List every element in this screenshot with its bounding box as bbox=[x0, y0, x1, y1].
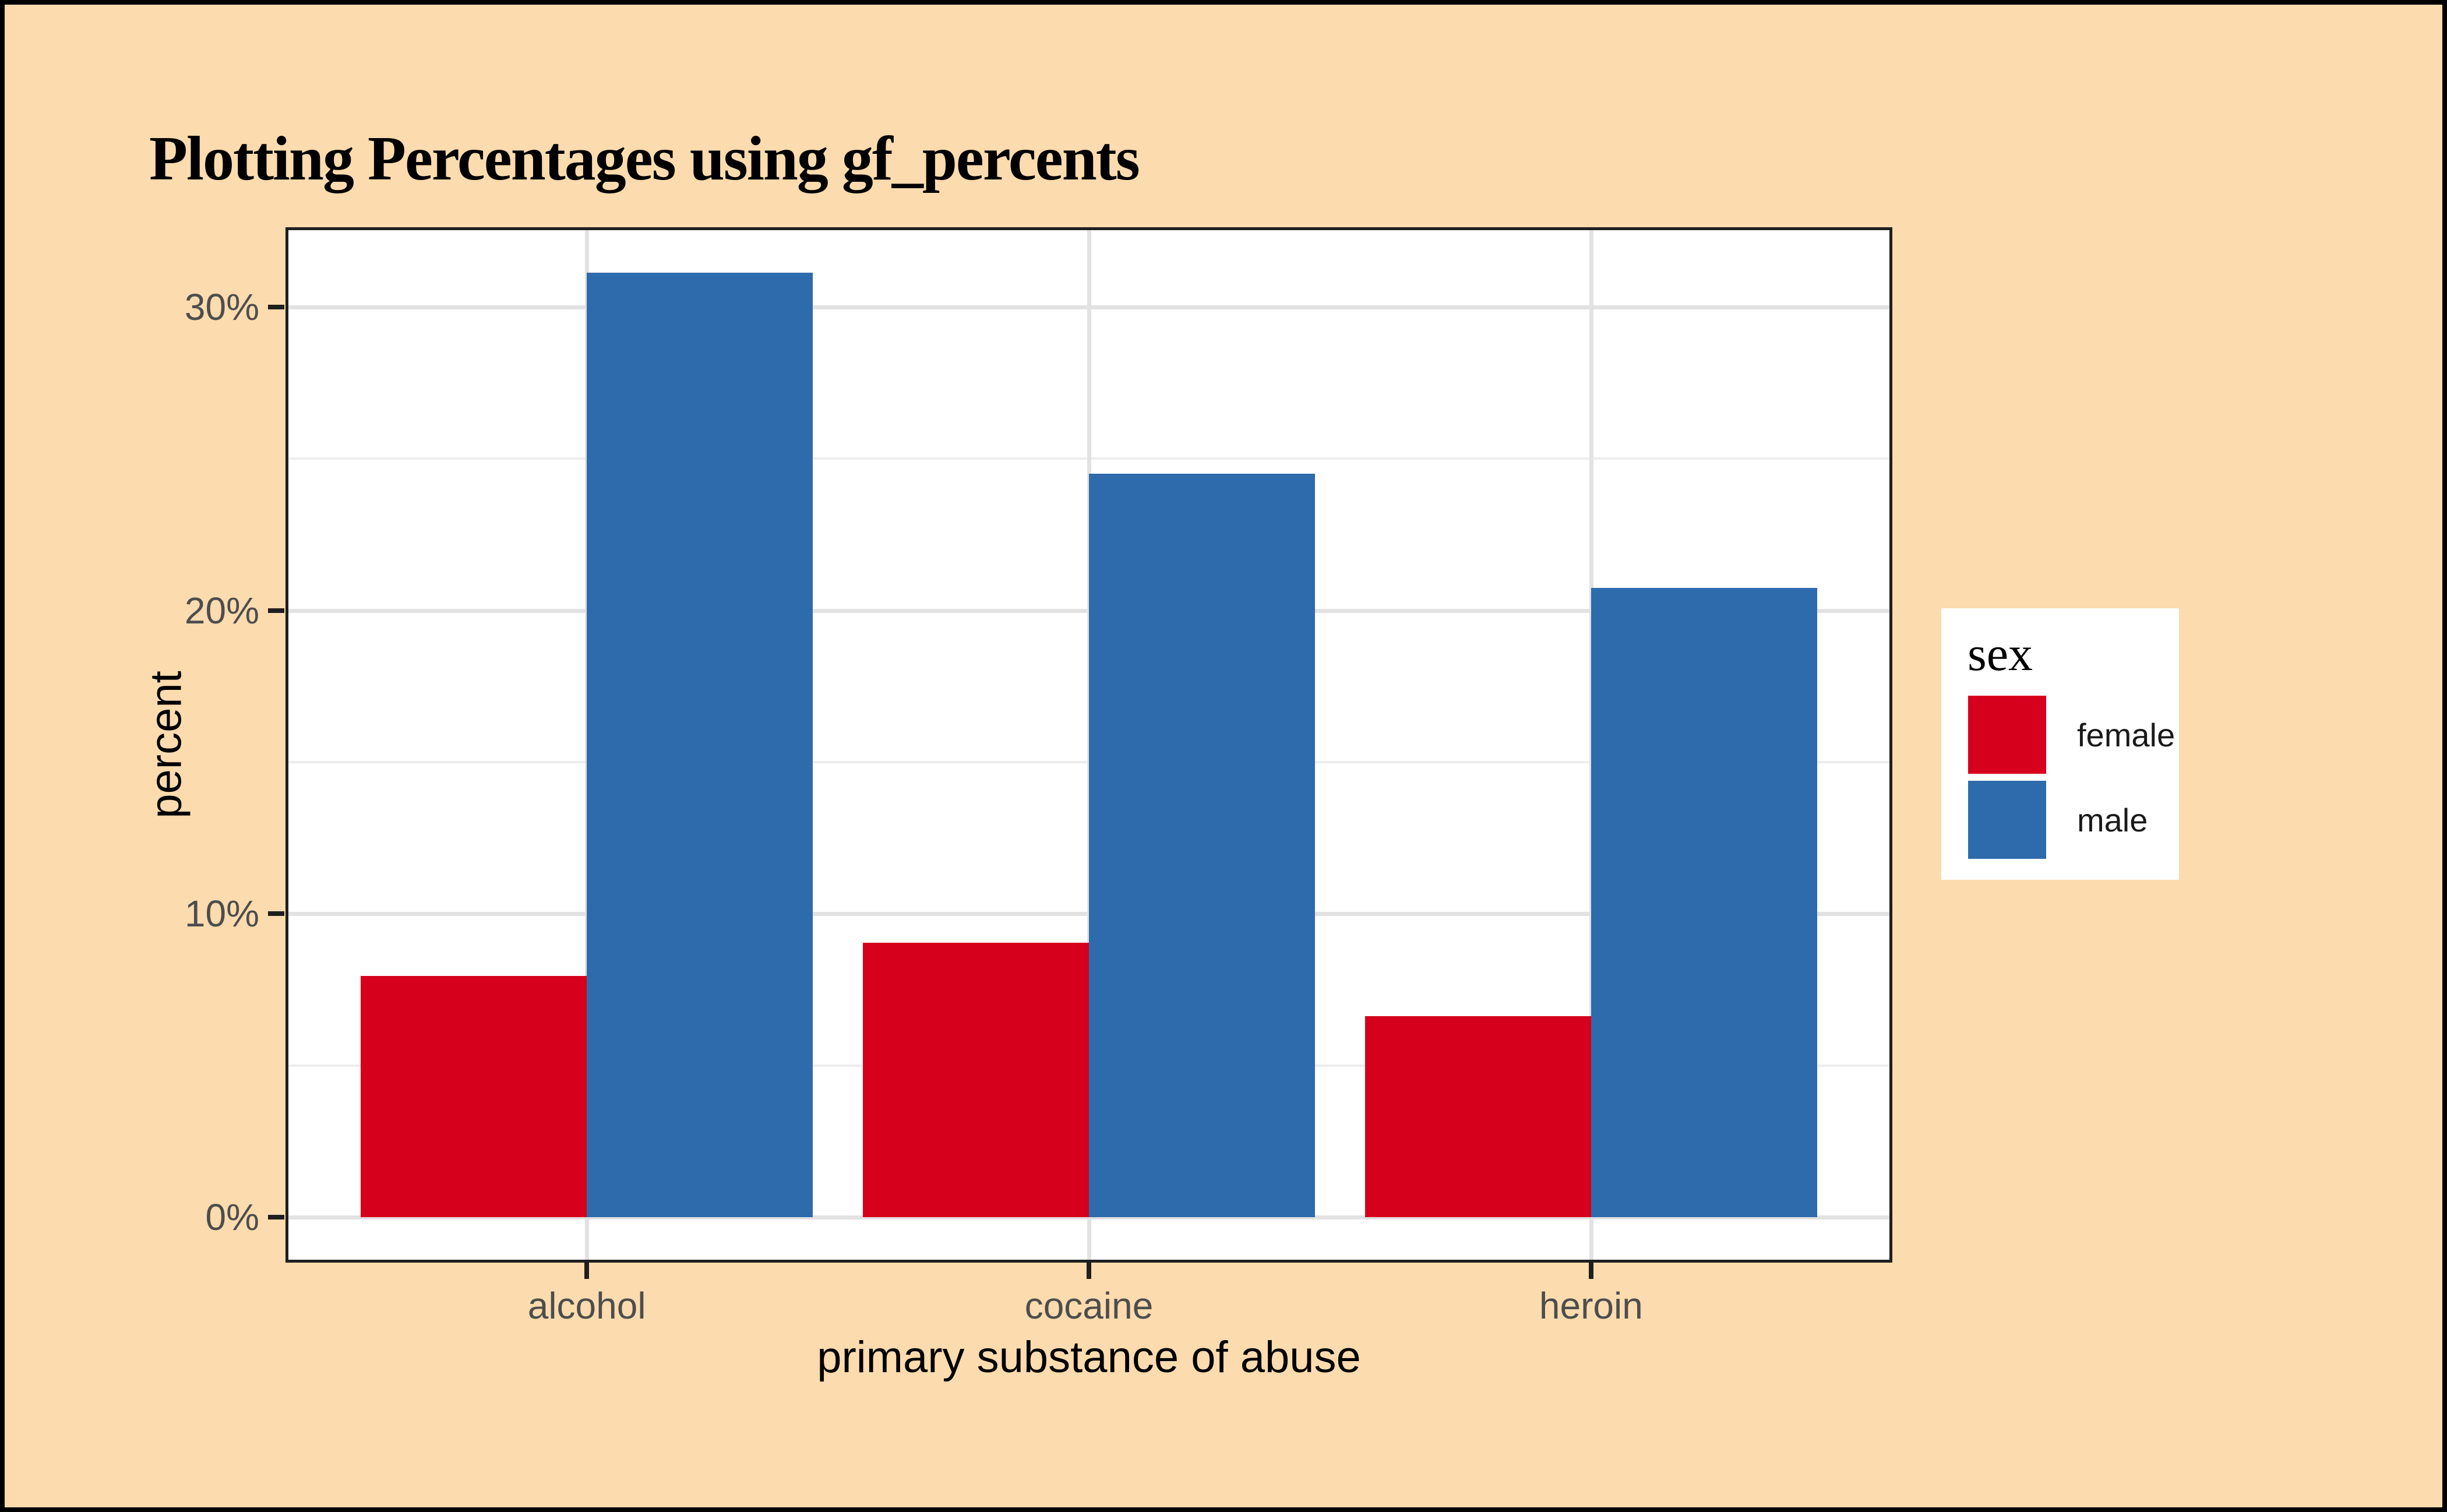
legend: sex female male bbox=[1941, 608, 2179, 880]
bar-male-cocaine bbox=[1089, 474, 1315, 1217]
x-axis-title: primary substance of abuse bbox=[817, 1333, 1361, 1382]
x-tick-mark-alcohol bbox=[584, 1263, 590, 1279]
legend-label-female: female bbox=[2077, 716, 2175, 753]
y-tick-label-30: 30% bbox=[184, 286, 259, 328]
y-tick-label-10: 10% bbox=[184, 893, 259, 935]
bar-male-heroin bbox=[1591, 587, 1817, 1217]
bar-male-alcohol bbox=[587, 273, 813, 1217]
plot-panel bbox=[285, 227, 1892, 1263]
x-tick-label-cocaine: cocaine bbox=[1024, 1285, 1154, 1327]
legend-item-female: female bbox=[1941, 696, 2179, 774]
legend-swatch-female bbox=[1968, 696, 2046, 774]
bar-female-heroin bbox=[1365, 1016, 1591, 1217]
y-tick-mark-0 bbox=[268, 1215, 284, 1220]
y-axis-title: percent bbox=[141, 671, 191, 819]
y-tick-mark-10 bbox=[268, 911, 284, 917]
bar-female-cocaine bbox=[863, 942, 1089, 1217]
legend-title: sex bbox=[1968, 627, 2033, 681]
x-tick-label-heroin: heroin bbox=[1539, 1285, 1643, 1327]
y-tick-label-0: 0% bbox=[205, 1196, 260, 1238]
x-tick-mark-heroin bbox=[1588, 1263, 1593, 1279]
legend-swatch-male bbox=[1968, 781, 2046, 859]
legend-items: female male bbox=[1941, 696, 2179, 866]
chart-title: Plotting Percentages using gf_percents bbox=[149, 124, 1140, 193]
legend-label-male: male bbox=[2077, 801, 2148, 838]
y-tick-mark-20 bbox=[268, 608, 284, 613]
y-tick-label-20: 20% bbox=[184, 589, 259, 632]
legend-item-male: male bbox=[1941, 781, 2179, 859]
y-tick-mark-30 bbox=[268, 304, 284, 309]
x-tick-mark-cocaine bbox=[1087, 1263, 1091, 1279]
bar-female-alcohol bbox=[361, 976, 587, 1217]
x-tick-label-alcohol: alcohol bbox=[527, 1285, 646, 1327]
